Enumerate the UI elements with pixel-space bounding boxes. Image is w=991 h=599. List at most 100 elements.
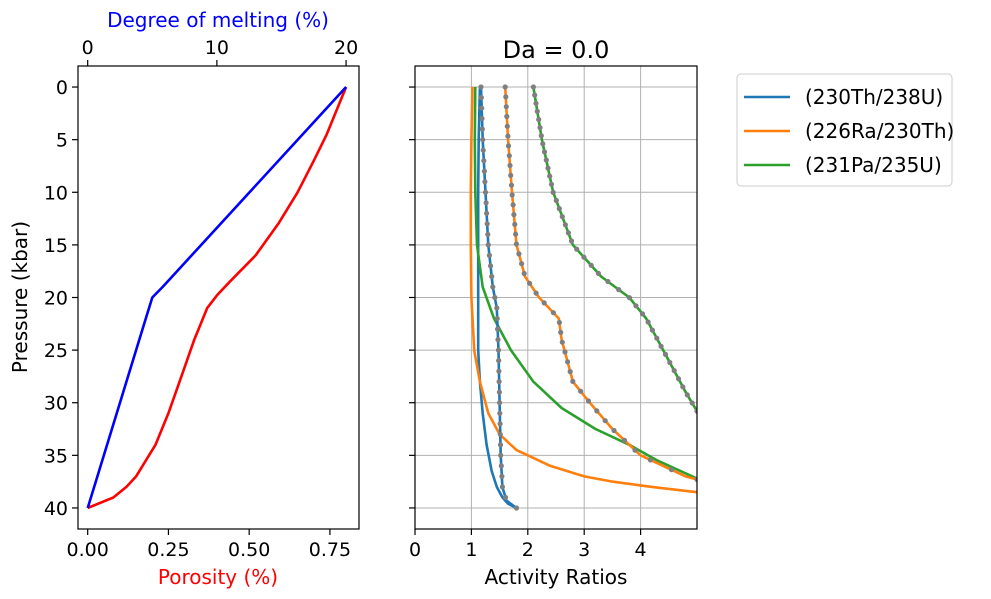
data-point-marker bbox=[556, 319, 563, 326]
data-point-marker bbox=[502, 84, 508, 90]
data-point-marker bbox=[506, 153, 512, 159]
data-point-marker bbox=[568, 238, 575, 244]
left-series-group bbox=[86, 86, 348, 510]
data-point-marker bbox=[559, 214, 565, 220]
data-point-marker bbox=[541, 300, 547, 306]
data-point-marker bbox=[480, 137, 486, 143]
left-top-x-tick-label: 0 bbox=[82, 37, 94, 59]
data-point-marker bbox=[602, 418, 608, 424]
data-point-marker bbox=[498, 452, 504, 458]
data-point-marker bbox=[581, 254, 587, 260]
left-top-x-axis-label: Degree of melting (%) bbox=[107, 8, 329, 32]
legend-entry-label: (231Pa/235U) bbox=[805, 153, 942, 177]
left-top-x-tick-label: 10 bbox=[205, 37, 229, 59]
data-point-marker bbox=[694, 476, 697, 483]
data-point-marker bbox=[649, 327, 656, 333]
left-x-tick-label: 0.75 bbox=[309, 539, 351, 561]
data-point-marker bbox=[689, 400, 695, 406]
data-point-marker bbox=[621, 437, 628, 443]
left-x-ticks: 0.00 0.25 0.50 0.75 bbox=[67, 529, 351, 561]
legend-entry-label: (226Ra/230Th) bbox=[805, 119, 954, 143]
left-y-tick-label: 40 bbox=[44, 498, 68, 520]
data-point-marker bbox=[537, 125, 543, 131]
legend: (230Th/238U) (226Ra/230Th) (231Pa/235U) bbox=[736, 73, 954, 187]
data-point-marker bbox=[550, 189, 556, 195]
data-point-marker bbox=[479, 126, 485, 132]
right-x-ticks: 0 1 2 3 4 bbox=[409, 529, 647, 561]
data-point-marker bbox=[480, 147, 486, 153]
data-point-marker bbox=[509, 192, 515, 198]
data-point-marker bbox=[565, 359, 571, 365]
data-point-marker bbox=[479, 116, 485, 122]
data-point-marker bbox=[513, 505, 520, 511]
right-series-line bbox=[469, 86, 697, 494]
data-point-marker bbox=[536, 116, 542, 123]
right-y-ticks bbox=[409, 86, 415, 509]
data-point-marker bbox=[662, 351, 669, 357]
left-x-tick-label: 0.50 bbox=[228, 539, 270, 561]
data-point-marker bbox=[632, 447, 638, 453]
data-point-marker bbox=[513, 241, 520, 247]
data-point-marker bbox=[495, 326, 501, 332]
data-point-marker bbox=[494, 305, 500, 311]
data-point-marker bbox=[494, 315, 500, 322]
left-y-tick-label: 15 bbox=[44, 235, 68, 257]
data-point-marker bbox=[496, 358, 502, 364]
data-point-marker bbox=[562, 222, 569, 228]
data-point-marker bbox=[504, 123, 510, 129]
data-point-marker bbox=[496, 389, 502, 395]
data-point-marker bbox=[497, 400, 503, 406]
data-point-marker bbox=[484, 210, 490, 216]
right-x-tick-label: 1 bbox=[465, 539, 477, 561]
data-point-marker bbox=[495, 337, 501, 343]
data-point-marker bbox=[645, 319, 651, 325]
data-point-marker bbox=[510, 202, 516, 208]
data-point-marker bbox=[647, 457, 654, 463]
data-point-marker bbox=[658, 343, 664, 349]
data-point-marker bbox=[675, 376, 682, 382]
data-point-marker bbox=[521, 270, 527, 277]
data-point-marker bbox=[570, 378, 576, 384]
data-point-marker bbox=[499, 484, 505, 490]
left-y-tick-label: 30 bbox=[44, 393, 68, 415]
data-point-marker bbox=[504, 113, 510, 120]
data-point-marker bbox=[499, 473, 505, 479]
right-series-clip-group bbox=[469, 84, 697, 511]
left-x-tick-label: 0.25 bbox=[147, 539, 189, 561]
data-point-marker bbox=[511, 212, 517, 218]
data-point-marker bbox=[684, 392, 690, 398]
left-series-line bbox=[87, 86, 348, 510]
data-point-marker bbox=[668, 467, 675, 473]
data-point-marker bbox=[578, 388, 584, 394]
right-series-line bbox=[476, 86, 518, 510]
data-point-marker bbox=[548, 181, 555, 187]
right-x-tick-label: 4 bbox=[635, 539, 647, 561]
data-point-marker bbox=[533, 100, 539, 106]
left-top-x-tick-label: 20 bbox=[334, 37, 358, 59]
left-x-axis-label: Porosity (%) bbox=[158, 565, 278, 589]
data-point-marker bbox=[483, 200, 489, 206]
data-point-marker bbox=[498, 463, 504, 469]
data-point-marker bbox=[562, 349, 568, 355]
data-point-marker bbox=[611, 427, 617, 434]
data-point-marker bbox=[553, 197, 559, 204]
data-point-marker bbox=[594, 408, 600, 414]
data-point-marker bbox=[505, 143, 512, 149]
data-point-marker bbox=[516, 251, 522, 257]
left-top-x-ticks: 0 10 20 bbox=[82, 37, 358, 66]
right-marked-series-line bbox=[503, 86, 697, 481]
data-point-marker bbox=[482, 179, 488, 185]
data-point-marker bbox=[639, 311, 646, 317]
data-point-marker bbox=[595, 270, 602, 276]
data-point-marker bbox=[481, 168, 487, 174]
right-x-axis-label: Activity Ratios bbox=[485, 565, 628, 589]
left-series-line bbox=[86, 86, 348, 509]
data-point-marker bbox=[492, 294, 498, 301]
data-point-marker bbox=[605, 278, 611, 285]
data-point-marker bbox=[530, 84, 537, 90]
data-point-marker bbox=[497, 442, 504, 448]
data-point-marker bbox=[485, 231, 491, 237]
data-point-marker bbox=[502, 494, 509, 500]
right-series-group bbox=[469, 84, 697, 511]
